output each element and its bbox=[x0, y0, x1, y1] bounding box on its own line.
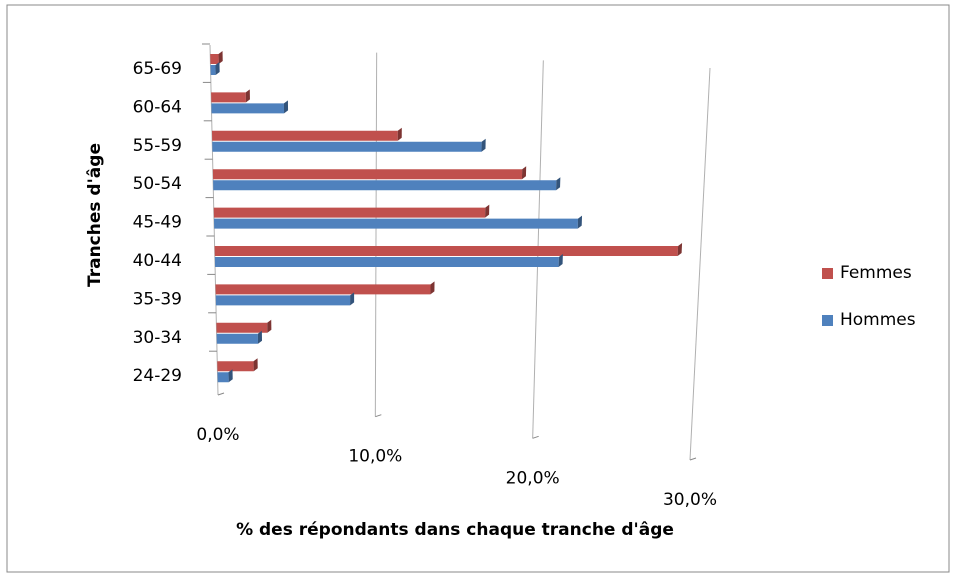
y-tick-label: 55-59 bbox=[133, 136, 182, 156]
bar bbox=[217, 361, 254, 372]
bar bbox=[217, 372, 229, 383]
grid-line bbox=[689, 67, 711, 461]
bar bbox=[216, 322, 268, 333]
bar bbox=[211, 130, 398, 141]
bar-side bbox=[521, 166, 527, 180]
y-tick-label: 30-34 bbox=[133, 328, 182, 348]
bar bbox=[210, 65, 216, 75]
bar bbox=[214, 246, 679, 256]
bar-side bbox=[228, 369, 233, 383]
y-tick-label: 60-64 bbox=[133, 97, 182, 117]
bar-side bbox=[556, 177, 561, 191]
x-tick-label: 10,0% bbox=[348, 447, 402, 467]
bar-side bbox=[215, 62, 220, 75]
bar-side bbox=[577, 215, 583, 229]
bar bbox=[215, 284, 431, 295]
bar bbox=[212, 169, 523, 180]
bar-side bbox=[430, 281, 435, 295]
y-tick-label: 65-69 bbox=[133, 59, 182, 79]
bar bbox=[211, 103, 285, 114]
bar bbox=[214, 257, 559, 267]
bar bbox=[213, 218, 579, 229]
bar-side bbox=[485, 204, 490, 218]
bar-side bbox=[677, 243, 683, 256]
bar bbox=[210, 54, 219, 64]
bar-side bbox=[481, 138, 486, 152]
bar-side bbox=[218, 51, 223, 64]
bar bbox=[213, 180, 557, 191]
legend-swatch bbox=[822, 315, 833, 326]
tick-mark bbox=[532, 435, 539, 439]
bar-side bbox=[245, 89, 250, 103]
y-tick-label: 50-54 bbox=[133, 174, 182, 194]
y-tick-label: 45-49 bbox=[133, 213, 182, 233]
legend-label: Femmes bbox=[840, 263, 912, 283]
bar bbox=[211, 92, 246, 103]
grid-line bbox=[374, 52, 378, 417]
x-axis-title: % des répondants dans chaque tranche d'â… bbox=[236, 520, 674, 540]
tick-mark bbox=[689, 457, 697, 461]
bar-side bbox=[267, 319, 272, 333]
bar bbox=[212, 141, 482, 152]
legend-swatch bbox=[822, 268, 833, 279]
bar-side bbox=[558, 254, 563, 267]
y-tick-label: 35-39 bbox=[133, 289, 182, 309]
chart-frame bbox=[6, 4, 950, 573]
tick-mark bbox=[217, 392, 225, 396]
bar bbox=[213, 207, 486, 218]
x-tick-label: 0,0% bbox=[196, 425, 239, 445]
bar-side bbox=[257, 330, 263, 344]
y-axis-title: Tranches d'âge bbox=[85, 143, 105, 287]
y-tick-label: 40-44 bbox=[133, 251, 182, 271]
tick-mark bbox=[375, 414, 382, 418]
bar bbox=[215, 295, 351, 306]
legend-label: Hommes bbox=[840, 310, 916, 330]
bar bbox=[216, 333, 259, 344]
x-tick-label: 30,0% bbox=[663, 490, 717, 510]
bar-side bbox=[350, 292, 355, 306]
y-tick-label: 24-29 bbox=[133, 366, 182, 386]
bar-side bbox=[283, 100, 289, 114]
bar-side bbox=[253, 358, 258, 372]
bar-side bbox=[397, 127, 402, 141]
x-tick-label: 20,0% bbox=[506, 468, 560, 488]
